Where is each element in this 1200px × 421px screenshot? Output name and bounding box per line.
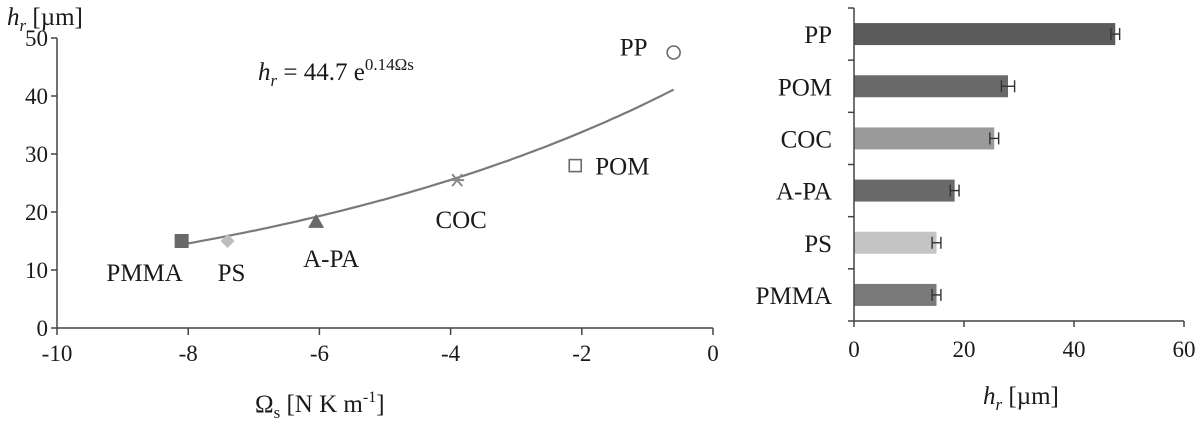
scatter-x-tick-label: -6: [310, 341, 329, 366]
fit-curve: [181, 88, 675, 246]
bar-a-pa-error-bar: [949, 184, 960, 197]
y-title-unit: [µm]: [26, 4, 83, 31]
bar-pmma: [854, 283, 937, 306]
point-a-pa-label: A-PA: [303, 246, 359, 273]
scatter-chart: -10 -8 -6 -4 -2 0 0 10 20 30 40 50 PMMA PS A-PA COC POM…: [7, 4, 719, 421]
scatter-y-tick-label: 50: [25, 26, 48, 51]
bar-x-tick-label: 0: [848, 337, 860, 362]
bar-x-title-main: h: [983, 383, 996, 410]
equation-exponent: 0.14Ωs: [365, 55, 414, 74]
scatter-y-tick-label: 40: [25, 84, 48, 109]
point-ps-label: PS: [218, 260, 246, 287]
bar-coc-label: COC: [781, 126, 832, 153]
bar-pmma-label: PMMA: [756, 283, 832, 310]
bar-a-pa: [854, 179, 955, 202]
bar-pom-error-bar: [1000, 80, 1016, 93]
scatter-y-tick-label: 0: [37, 316, 49, 341]
bar-a-pa-label: A-PA: [776, 179, 832, 206]
bar-x-axis-title: hr [µm]: [983, 383, 1059, 414]
bars: [854, 23, 1121, 306]
point-pp-label: PP: [620, 35, 648, 62]
bar-x-tick-label: 60: [1173, 337, 1196, 362]
scatter-y-tick-label: 10: [25, 258, 48, 283]
scatter-y-axis-title: hr [µm]: [7, 4, 83, 35]
point-pmma-label: PMMA: [106, 260, 182, 287]
bar-axes: [848, 7, 1185, 327]
bar-pom-label: POM: [778, 74, 832, 101]
point-pp: [666, 45, 681, 60]
x-title-main: Ω: [255, 391, 274, 418]
x-title-superscript: -1: [363, 389, 376, 406]
equation-rhs: = 44.7 e: [277, 59, 365, 86]
equation-lhs: h: [258, 59, 271, 86]
bar-tick-labels: 0 20 40 60: [848, 337, 1195, 362]
point-a-pa: [308, 213, 325, 228]
bar-pp-error-bar: [1110, 28, 1121, 41]
bar-category-labels: PP POM COC A-PA PS PMMA: [756, 22, 832, 310]
point-labels: PMMA PS A-PA COC POM PP: [106, 35, 649, 288]
bar-x-tick-label: 20: [953, 337, 976, 362]
bar-coc: [854, 127, 995, 150]
scatter-x-tick-label: -10: [42, 341, 73, 366]
y-title-subscript: r: [20, 16, 27, 35]
equation-lhs-subscript: r: [271, 71, 278, 90]
scatter-x-tick-label: -4: [441, 341, 461, 366]
scatter-tick-labels: -10 -8 -6 -4 -2 0 0 10 20 30 40 50: [25, 26, 719, 366]
scatter-x-tick-label: 0: [707, 341, 719, 366]
point-pom-label: POM: [595, 154, 649, 181]
x-title-subscript: s: [274, 403, 281, 421]
bar-x-title-unit: [µm]: [1002, 383, 1059, 410]
bar-chart: 0 20 40 60 PP POM COC A-PA PS PMMA hr [µm]: [756, 7, 1196, 414]
fit-equation: hr = 44.7 e0.14Ωs: [258, 55, 414, 90]
point-coc: [450, 173, 465, 187]
bar-pom: [854, 75, 1008, 98]
scatter-x-tick-label: -8: [179, 341, 198, 366]
y-title-main: h: [7, 4, 20, 31]
point-ps: [220, 234, 235, 248]
bar-ps-error-bar: [931, 236, 942, 249]
point-pmma: [174, 234, 189, 248]
scatter-x-tick-label: -2: [572, 341, 591, 366]
bar-pp-label: PP: [804, 22, 832, 49]
scatter-y-tick-label: 30: [25, 142, 48, 167]
point-coc-label: COC: [435, 207, 486, 234]
scatter-axes: [51, 37, 714, 335]
bar-pmma-error-bar: [931, 288, 942, 301]
x-title-unit: [N K m: [280, 391, 363, 418]
bar-ps: [854, 231, 937, 254]
bar-coc-error-bar: [989, 132, 1000, 145]
bar-ps-label: PS: [804, 231, 832, 258]
bar-x-title-subscript: r: [996, 395, 1003, 414]
scatter-y-tick-label: 20: [25, 200, 48, 225]
scatter-x-axis-title: Ωs [N K m-1]: [255, 389, 385, 421]
point-coc-stroke: [451, 173, 463, 187]
bar-pp: [854, 23, 1116, 46]
scatter-points: [174, 45, 681, 248]
x-title-close-bracket: ]: [376, 391, 384, 418]
bar-x-tick-label: 40: [1063, 337, 1086, 362]
point-pom: [568, 158, 583, 173]
